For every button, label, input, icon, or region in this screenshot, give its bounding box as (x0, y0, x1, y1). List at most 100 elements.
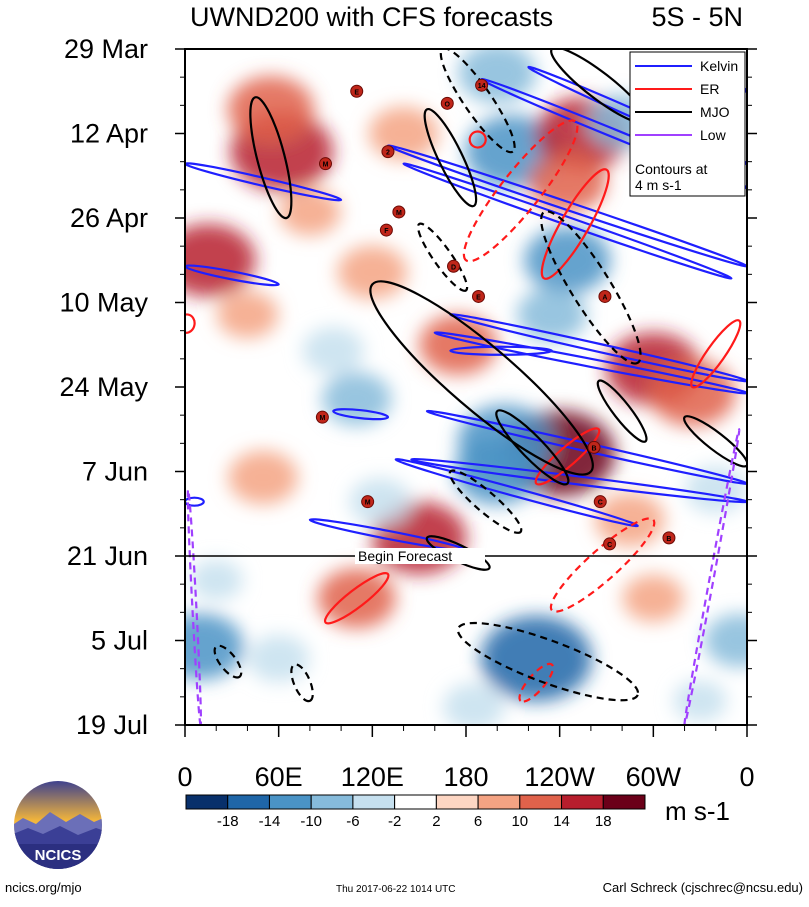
mjo-contour (495, 409, 570, 486)
y-axis: 29 Mar 12 Apr 26 Apr 10 May 24 May 7 Jun 21 Ju… (59, 34, 757, 740)
colorbar-swatch (519, 794, 563, 810)
anomaly-cell (443, 683, 505, 725)
legend-label: Kelvin (700, 58, 738, 74)
x-tick-label: 60W (626, 762, 682, 792)
storm-label: 2 (386, 150, 390, 157)
anomaly-cell (317, 568, 396, 629)
colorbar-swatch (352, 794, 396, 810)
kelvin-contour (433, 331, 747, 395)
storm-label: E (476, 294, 481, 301)
forecast-label: Begin Forecast (358, 548, 452, 564)
storm-symbol (475, 78, 489, 92)
colorbar-swatch (435, 794, 479, 810)
x-tick-label: 120W (524, 762, 595, 792)
kelvin-contour (394, 458, 639, 528)
storm-label: C (598, 500, 603, 507)
storm-marker: E (350, 84, 364, 98)
storm-label: E (354, 89, 359, 96)
storm-label: B (591, 445, 596, 452)
storm-marker: 14 (475, 78, 489, 92)
kelvin-contour (332, 408, 390, 421)
storm-markers: E O 14 M 2 M F D E A M B M C C B (315, 78, 676, 551)
kelvin-contour (185, 162, 343, 202)
mjo-contour (249, 96, 293, 220)
storm-symbol (319, 157, 332, 171)
anomaly-cell (216, 290, 279, 339)
storm-symbol (392, 205, 406, 219)
storm-marker: B (587, 440, 601, 454)
storm-symbol (447, 259, 461, 273)
storm-marker: A (598, 289, 612, 303)
storm-marker: C (603, 537, 617, 551)
ncics-logo: NCICS (14, 781, 102, 869)
storm-marker: O (440, 96, 454, 110)
storm-marker: 2 (381, 145, 395, 159)
mjo-forecast-contour (290, 663, 314, 703)
anomaly-cell (419, 314, 498, 375)
y-tick-label: 12 Apr (70, 119, 148, 149)
low-contour (186, 488, 203, 725)
x-axis: 0 60E 120E 180 120W 60W 0 (177, 725, 755, 792)
colorbar-swatch (477, 794, 521, 810)
anomaly-cell (227, 76, 315, 143)
y-tick-label: 29 Mar (64, 34, 148, 64)
mjo-forecast-contour (540, 210, 642, 365)
storm-label: M (396, 210, 402, 217)
storm-marker: E (471, 289, 485, 303)
storm-label: C (607, 542, 612, 549)
storm-symbol (587, 440, 601, 454)
anomaly-cell (454, 438, 541, 505)
anomaly-cell (247, 635, 310, 683)
er-forecast-contour (549, 517, 656, 613)
er-contour (185, 313, 196, 334)
mjo-contour (596, 379, 648, 443)
storm-marker: F (379, 223, 393, 237)
anomaly-cell (622, 574, 685, 622)
legend-note-line1: Contours at (635, 161, 707, 177)
anomaly-cell (185, 223, 256, 297)
storm-marker: C (593, 495, 607, 509)
colorbar-label: -10 (300, 813, 322, 830)
mjo-forecast-contour (439, 49, 516, 154)
kelvin-contour (402, 162, 733, 280)
storm-label: M (365, 500, 371, 507)
storm-label: A (602, 294, 607, 301)
anomaly-cell (673, 680, 727, 722)
storm-symbol (471, 289, 485, 303)
storm-marker: B (662, 531, 676, 545)
x-tick-label: 0 (177, 762, 192, 792)
colorbar-label: -2 (388, 813, 401, 830)
anomaly-cell (337, 245, 408, 300)
footer-author: Carl Schreck (cjschrec@ncsu.edu) (602, 880, 803, 895)
colorbar-swatch (268, 794, 312, 810)
colorbar-label: -18 (217, 813, 239, 830)
storm-label: M (319, 415, 325, 422)
mjo-contour (423, 107, 478, 208)
legend-box (629, 51, 746, 197)
colorbar-label: 2 (432, 813, 440, 830)
anomaly-cell (279, 188, 341, 236)
x-tick-label: 60E (255, 762, 303, 792)
storm-label: B (666, 536, 671, 543)
storm-symbol (381, 145, 395, 159)
colorbar-label: 6 (474, 813, 482, 830)
forecast-label-bg (355, 548, 485, 564)
legend-label: MJO (700, 104, 730, 120)
anomaly-cell (185, 613, 244, 680)
chart-region: 5S - 5N (651, 2, 743, 32)
anomaly-cell (480, 615, 592, 702)
storm-symbol (379, 223, 393, 237)
chart-title: UWND200 with CFS forecasts (190, 2, 553, 32)
legend-label: ER (700, 81, 719, 97)
footer-site: ncics.org/mjo (5, 880, 82, 895)
legend-note-line2: 4 m s-1 (635, 177, 682, 193)
mjo-forecast-contour (416, 222, 469, 292)
storm-marker: M (392, 205, 406, 219)
legend-entries: Kelvin ER MJO Low (635, 58, 738, 143)
storm-marker: D (447, 259, 461, 273)
y-tick-label: 7 Jun (82, 457, 148, 487)
anomaly-cell (704, 613, 747, 668)
y-tick-label: 5 Jul (91, 626, 148, 656)
colorbar-label: -6 (346, 813, 359, 830)
storm-marker: M (361, 495, 375, 509)
